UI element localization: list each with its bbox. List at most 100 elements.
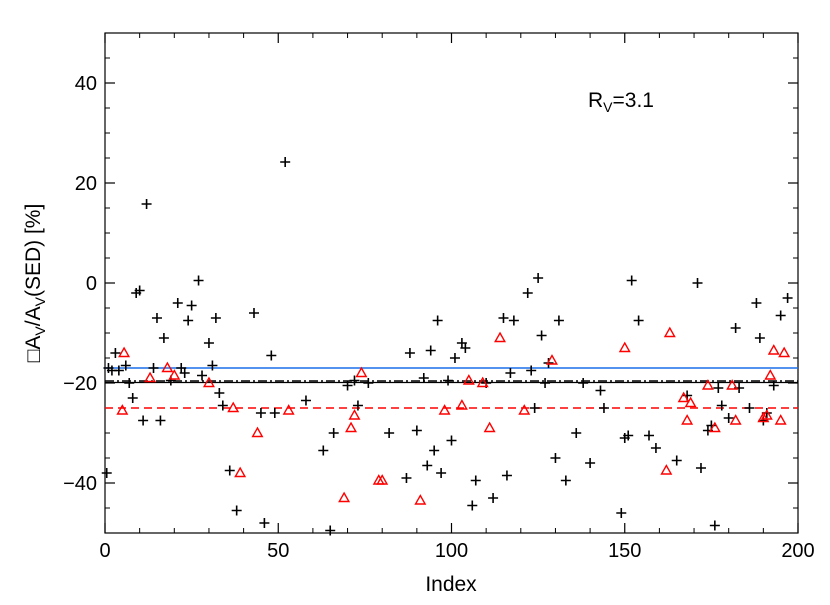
triangle-marker — [701, 379, 714, 390]
plus-marker — [425, 345, 436, 356]
plus-marker — [650, 443, 661, 453]
y-label-sub-1: V — [32, 326, 48, 336]
triangle-marker — [355, 366, 368, 378]
plus-marker — [536, 330, 547, 341]
triangle-marker — [760, 409, 773, 420]
plus-marker — [730, 323, 741, 333]
y-tick-label: −40 — [63, 473, 97, 495]
triangle-marker — [518, 404, 531, 415]
triangle-marker — [708, 421, 721, 433]
plus-marker — [709, 520, 720, 531]
plus-marker — [626, 275, 637, 286]
plus-marker — [269, 408, 280, 418]
x-tick-label: 200 — [781, 540, 814, 562]
plus-marker — [404, 348, 415, 358]
plus-marker — [692, 278, 703, 288]
rv-annotation: RV=3.1 — [588, 89, 654, 115]
axis-ticks: 0 50 100 150 200 −40 −20 0 20 40 — [63, 33, 815, 562]
plus-marker — [775, 310, 786, 321]
plus-marker — [550, 453, 561, 463]
plus-marker — [585, 458, 596, 468]
rv-annotation-value: =3.1 — [613, 89, 654, 112]
plus-marker — [401, 473, 412, 483]
triangle-marker — [545, 354, 558, 365]
plus-marker — [411, 425, 422, 436]
triangle-marker — [338, 491, 351, 503]
triangle-marker — [251, 426, 264, 438]
plus-marker — [598, 403, 609, 413]
triangle-marker — [774, 414, 787, 425]
plus-marker — [723, 413, 734, 423]
plus-marker — [505, 368, 516, 378]
plus-marker — [352, 400, 363, 411]
plus-marker — [436, 468, 447, 478]
triangle-marker — [757, 411, 770, 423]
plus-marker — [101, 468, 112, 478]
triangle-marker — [345, 421, 358, 433]
triangle-marker — [376, 474, 389, 485]
y-tick-label: 0 — [86, 273, 97, 295]
rv-annotation-sub: V — [603, 99, 613, 115]
plus-marker — [623, 430, 634, 441]
plus-marker — [193, 275, 204, 286]
plus-marker — [713, 383, 724, 393]
triangle-marker — [618, 341, 631, 353]
plus-marker — [449, 353, 460, 363]
y-label-part-2: /A — [22, 306, 45, 326]
y-label-part-1: □A — [22, 336, 45, 363]
triangle-marker — [227, 401, 240, 413]
plus-marker — [138, 415, 149, 426]
x-tick-label: 50 — [267, 540, 289, 562]
triangle-marker — [476, 376, 489, 388]
triangle-marker — [660, 464, 673, 475]
plus-marker — [768, 380, 779, 391]
plus-marker — [148, 363, 159, 373]
triangle-marker — [202, 376, 215, 388]
triangle-marker — [778, 346, 791, 358]
plus-marker — [179, 368, 190, 378]
rv-annotation-r: R — [588, 89, 603, 112]
y-tick-label: 20 — [75, 173, 97, 195]
x-tick-label: 0 — [99, 540, 110, 562]
plus-marker — [418, 373, 429, 383]
plus-marker — [533, 273, 544, 283]
plus-marker — [203, 338, 214, 348]
y-tick-label: 40 — [75, 73, 97, 95]
plus-marker — [422, 460, 433, 471]
plus-marker — [259, 518, 270, 528]
plus-marker — [127, 393, 138, 403]
plus-marker — [217, 400, 228, 411]
y-label-part-3: (SED) [%] — [22, 204, 45, 297]
triangle-marker — [161, 361, 174, 373]
triangle-marker — [116, 404, 129, 415]
plus-marker — [751, 298, 762, 308]
plus-marker — [328, 428, 339, 438]
plus-marker — [595, 385, 606, 396]
triangle-marker — [462, 374, 475, 385]
triangle-marker — [348, 409, 361, 420]
plot-area — [104, 32, 799, 534]
plus-marker — [172, 298, 183, 308]
triangle-marker — [684, 396, 697, 408]
plus-marker — [113, 365, 124, 376]
plus-marker — [560, 475, 571, 486]
plus-marker — [214, 388, 225, 398]
plus-marker — [540, 378, 551, 388]
triangle-marker — [144, 371, 157, 383]
x-tick-label: 100 — [435, 540, 468, 562]
plus-marker — [526, 365, 537, 376]
plus-marker — [363, 378, 374, 388]
triangle-marker — [677, 391, 690, 403]
plus-marker — [151, 313, 162, 323]
triangle-marker — [234, 466, 247, 478]
plus-marker — [197, 370, 208, 381]
plus-marker — [446, 435, 457, 446]
plus-marker — [155, 415, 166, 426]
plus-marker — [644, 430, 655, 441]
plus-marker — [231, 505, 242, 516]
y-axis-label: □AV/AV(SED) [%] — [22, 204, 48, 363]
plus-marker — [578, 378, 589, 388]
plus-marker — [522, 288, 533, 298]
triangle-marker — [729, 414, 742, 425]
